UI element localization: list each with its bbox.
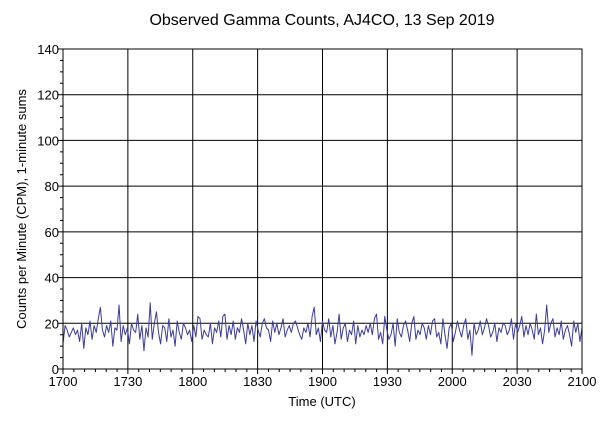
y-tick-label: 80 — [45, 179, 59, 194]
x-tick-label: 2030 — [503, 374, 532, 389]
x-tick-label: 1800 — [178, 374, 207, 389]
y-tick-label: 0 — [52, 362, 59, 377]
series-group — [62, 302, 583, 356]
x-axis-label: Time (UTC) — [288, 394, 355, 409]
y-tick-label: 140 — [37, 42, 59, 57]
x-tick-label: 1730 — [113, 374, 142, 389]
x-tick-label: 2100 — [568, 374, 597, 389]
plot-frame — [62, 48, 583, 370]
y-tick-label: 40 — [45, 271, 59, 286]
chart-title: Observed Gamma Counts, AJ4CO, 13 Sep 201… — [149, 12, 494, 29]
y-tick-label: 20 — [45, 316, 59, 331]
x-tick-label: 1900 — [308, 374, 337, 389]
x-tick-label: 1930 — [373, 374, 402, 389]
y-tick-label: 60 — [45, 225, 59, 240]
x-tick-label: 2000 — [438, 374, 467, 389]
x-tick-label: 1830 — [243, 374, 272, 389]
gamma-counts-series-line — [62, 302, 583, 356]
y-tick-labels: 0 20 40 60 80 100 120 140 — [37, 42, 59, 377]
y-tick-label: 120 — [37, 88, 59, 103]
x-tick-labels: 1700 1730 1800 1830 1900 1930 2000 2030 2100 — [49, 374, 597, 389]
y-tick-label: 100 — [37, 133, 59, 148]
y-axis-label: Counts per Minute (CPM), 1-minute sums — [14, 89, 29, 329]
x-tick-label: 1700 — [49, 374, 78, 389]
